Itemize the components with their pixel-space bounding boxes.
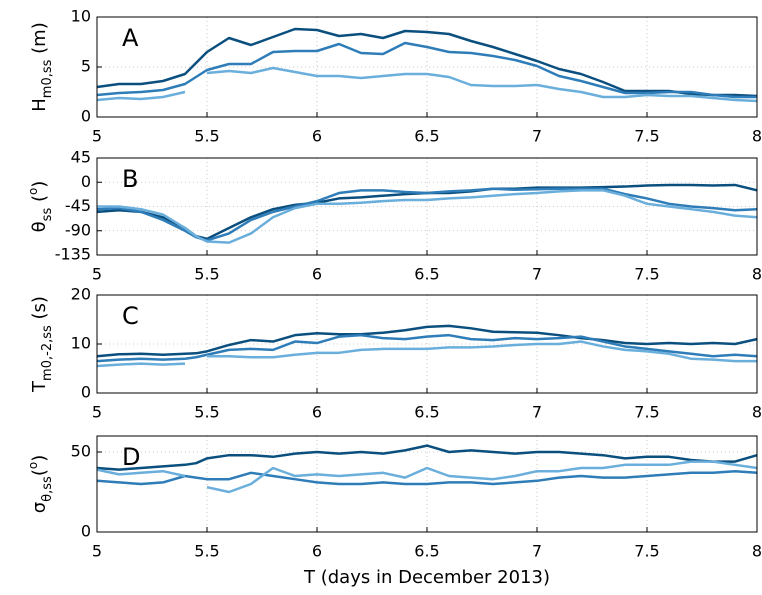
y-axis-label-part: H xyxy=(29,98,50,112)
y-tick-label: 0 xyxy=(81,522,91,541)
y-axis-label-part: ss xyxy=(40,208,55,222)
x-tick-label: 7 xyxy=(532,403,542,422)
x-tick-label: 7.5 xyxy=(634,403,659,422)
x-tick-label: 5 xyxy=(92,542,102,561)
panel-label: A xyxy=(122,24,139,52)
y-axis-label-part: m0,ss xyxy=(40,59,55,98)
axes-frame xyxy=(96,157,758,256)
y-tick-label: 5 xyxy=(81,57,91,76)
x-tick-label: 5 xyxy=(92,403,102,422)
panel-label: B xyxy=(122,165,138,193)
y-tick-label: 45 xyxy=(71,148,91,167)
x-tick-label: 5.5 xyxy=(194,542,219,561)
panel: 5 5.5 6 6.5 7 7.5 8 0 50 Dσθ,ss(o) T (days in Dece… xyxy=(26,435,762,588)
x-tick-label: 6.5 xyxy=(414,265,439,284)
data-line xyxy=(96,333,758,363)
y-axis-label-part: ) xyxy=(29,181,50,188)
panel-label: D xyxy=(122,443,140,471)
y-tick-label: 10 xyxy=(71,334,91,353)
y-tick-label: 0 xyxy=(81,107,91,126)
y-axis-label-part: T xyxy=(29,380,50,393)
y-axis-label-part: (s) xyxy=(29,296,50,325)
x-tick-label: 5.5 xyxy=(194,403,219,422)
x-tick-label: 6.5 xyxy=(414,403,439,422)
y-tick-label: -90 xyxy=(65,220,91,239)
data-line xyxy=(207,340,757,363)
x-tick-label: 7 xyxy=(532,542,542,561)
x-tick-label: 7.5 xyxy=(634,127,659,146)
y-axis-label-part: (m) xyxy=(29,22,50,59)
y-axis-label-part: o xyxy=(26,462,40,469)
y-axis-label-part: θ,ss xyxy=(40,476,55,502)
y-axis-label-part: ) xyxy=(29,455,50,462)
y-axis-label: θss (o) xyxy=(26,181,56,233)
x-tick-label: 8 xyxy=(752,265,762,284)
y-axis-label: Tm0,-2,ss (s) xyxy=(29,296,55,393)
panel: 5 5.5 6 6.5 7 7.5 8 0 10 20 C Tm0,-2,ss (s) xyxy=(29,285,762,422)
x-tick-label: 7.5 xyxy=(634,265,659,284)
data-line xyxy=(96,469,758,486)
data-line xyxy=(96,90,186,102)
x-axis-label: T (days in December 2013) xyxy=(303,567,550,588)
data-line xyxy=(206,66,758,103)
y-tick-label: 0 xyxy=(81,383,91,402)
x-tick-label: 8 xyxy=(752,403,762,422)
data-line xyxy=(96,324,758,358)
x-tick-label: 8 xyxy=(752,127,762,146)
y-axis-label-part: θ xyxy=(29,221,50,232)
y-axis-label-part: o xyxy=(26,188,40,195)
x-tick-label: 6 xyxy=(312,265,322,284)
data-line xyxy=(96,362,186,368)
x-tick-label: 7.5 xyxy=(634,542,659,561)
data-line xyxy=(96,444,758,471)
x-tick-label: 5 xyxy=(92,127,102,146)
data-line xyxy=(96,27,758,98)
y-tick-label: 0 xyxy=(81,172,91,191)
y-tick-label: 10 xyxy=(71,7,91,26)
y-axis-label-part: σ xyxy=(29,502,50,513)
axes-frame xyxy=(96,16,758,118)
axes-frame xyxy=(96,294,758,394)
data-line xyxy=(206,460,758,494)
y-tick-label: -45 xyxy=(65,196,91,215)
x-tick-label: 7 xyxy=(532,127,542,146)
x-tick-label: 5 xyxy=(92,265,102,284)
x-tick-label: 5.5 xyxy=(194,265,219,284)
y-tick-label: 50 xyxy=(71,442,91,461)
data-line xyxy=(96,41,757,99)
x-tick-label: 6 xyxy=(312,403,322,422)
x-tick-label: 5.5 xyxy=(194,127,219,146)
x-tick-label: 6 xyxy=(312,542,322,561)
data-line xyxy=(96,468,186,478)
x-tick-label: 6 xyxy=(312,127,322,146)
x-tick-label: 8 xyxy=(752,542,762,561)
y-tick-label: 20 xyxy=(71,285,91,304)
y-axis-label-part: ( xyxy=(29,469,50,476)
y-axis-label: Hm0,ss (m) xyxy=(29,22,55,111)
x-tick-label: 7 xyxy=(532,265,542,284)
data-line xyxy=(97,189,758,244)
x-tick-label: 6.5 xyxy=(414,542,439,561)
y-axis-label-part: m0,-2,ss xyxy=(40,325,55,381)
x-tick-label: 6.5 xyxy=(414,127,439,146)
axes-frame xyxy=(96,435,758,533)
y-tick-label: -135 xyxy=(55,245,91,264)
y-axis-label-part: ( xyxy=(29,195,50,208)
y-axis-label: σθ,ss(o) xyxy=(26,455,56,513)
panel-label: C xyxy=(122,302,139,330)
